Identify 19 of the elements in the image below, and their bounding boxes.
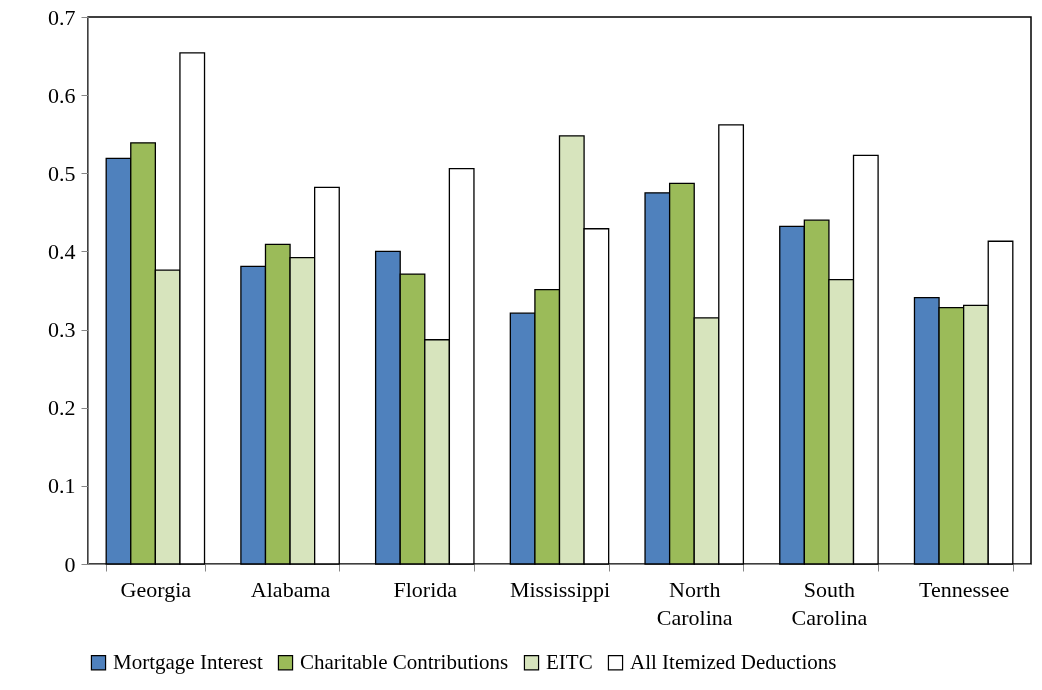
x-tick-label: Tennessee xyxy=(919,576,1010,602)
legend-label: EITC xyxy=(546,649,593,674)
y-tick-label: 0.6 xyxy=(48,82,76,108)
y-tick-label: 0.1 xyxy=(48,473,76,499)
x-tick-label: North Carolina xyxy=(656,576,733,630)
y-tick-label: 0.5 xyxy=(48,160,76,186)
y-tick-label: 0.2 xyxy=(48,395,76,421)
x-tick-label: South Carolina xyxy=(791,576,868,630)
y-tick-label: 0.4 xyxy=(48,238,76,264)
legend-label: All Itemized Deductions xyxy=(630,649,837,674)
x-tick-label: Alabama xyxy=(250,576,331,602)
legend-label: Mortgage Interest xyxy=(113,649,264,674)
x-tick-label: Florida xyxy=(393,576,458,602)
x-tick-label: Mississippi xyxy=(509,576,611,602)
y-tick-label: 0 xyxy=(64,551,76,577)
y-tick-label: 0.7 xyxy=(48,4,76,30)
x-tick-label: Georgia xyxy=(120,576,192,602)
y-tick-label: 0.3 xyxy=(48,317,76,343)
legend-label: Charitable Contributions xyxy=(300,649,509,674)
